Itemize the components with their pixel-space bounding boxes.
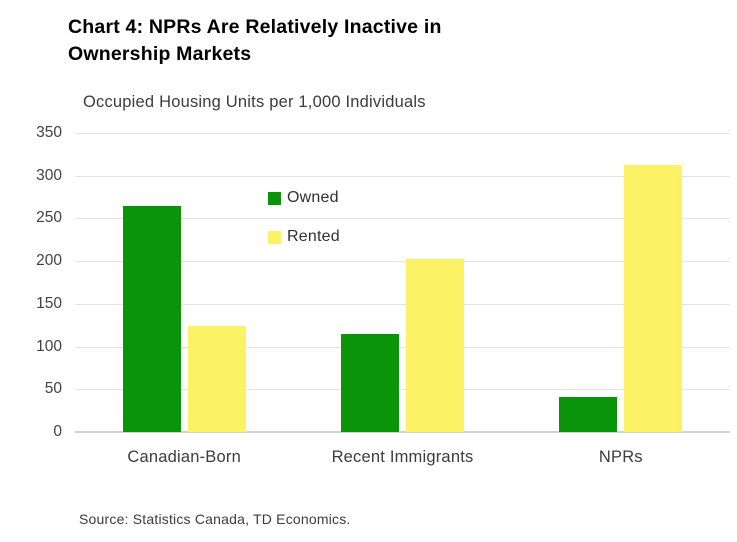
- source-note: Source: Statistics Canada, TD Economics.: [79, 511, 351, 527]
- y-tick-label-0: 0: [53, 423, 62, 440]
- gridline-0: [75, 431, 730, 433]
- chart-title-line1: Chart 4: NPRs Are Relatively Inactive in: [68, 16, 442, 38]
- gridline-350: [75, 133, 730, 134]
- bar-rented-canadian-born: [187, 326, 246, 432]
- owned-swatch-icon: [268, 191, 281, 205]
- x-axis-label-canadian-born: Canadian-Born: [127, 448, 241, 466]
- legend-item-owned: Owned: [268, 189, 339, 207]
- rented-swatch-icon: [268, 230, 281, 244]
- x-axis-label-nprs: NPRs: [598, 448, 643, 466]
- owned-legend-label: Owned: [287, 189, 339, 206]
- y-tick-label-50: 50: [44, 380, 62, 398]
- chart-title: Chart 4: NPRs Are Relatively Inactive in…: [68, 14, 628, 68]
- x-axis-label-recent-immigrants: Recent Immigrants: [331, 448, 474, 466]
- bar-rented-recent-immigrants: [406, 259, 464, 432]
- legend-item-rented: Rented: [268, 228, 340, 246]
- gridline-150: [75, 303, 730, 305]
- y-axis-units-label: Occupied Housing Units per 1,000 Individ…: [83, 93, 426, 111]
- y-tick-label-300: 300: [36, 166, 62, 184]
- y-tick-label-150: 150: [36, 294, 62, 312]
- gridline-100: [75, 346, 730, 348]
- gridline-300: [75, 175, 730, 177]
- chart-title-line2: Ownership Markets: [68, 43, 252, 65]
- y-tick-label-200: 200: [36, 252, 62, 270]
- y-tick-label-250: 250: [36, 209, 62, 227]
- bar-owned-nprs: [559, 396, 618, 432]
- y-tick-label-350: 350: [36, 124, 62, 141]
- bar-owned-recent-immigrants: [341, 333, 399, 432]
- rented-legend-label: Rented: [287, 228, 340, 245]
- gridline-200: [75, 261, 730, 263]
- y-tick-label-100: 100: [36, 337, 62, 355]
- bar-rented-nprs: [624, 164, 683, 432]
- gridline-50: [75, 389, 730, 391]
- gridline-250: [75, 218, 730, 220]
- bar-owned-canadian-born: [122, 205, 181, 432]
